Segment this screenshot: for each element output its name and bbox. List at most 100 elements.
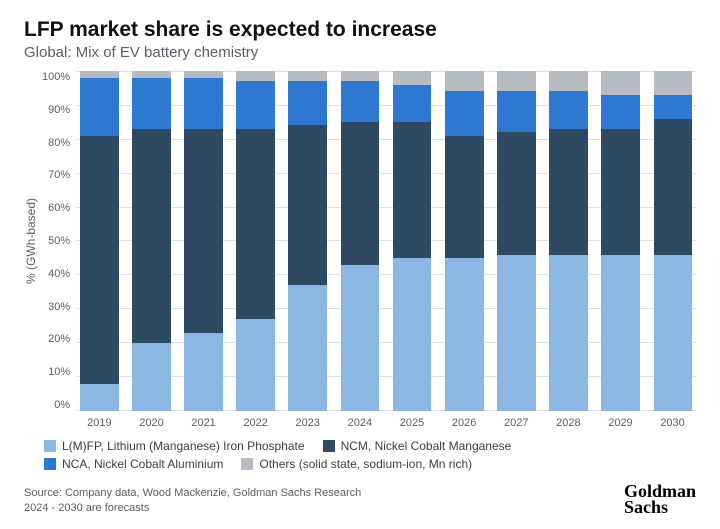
bar-segment: [132, 78, 171, 129]
bar-segment: [654, 71, 693, 95]
y-tick: 30%: [48, 301, 70, 313]
plot: [76, 71, 696, 411]
bar-segment: [236, 129, 275, 319]
bar-segment: [341, 265, 380, 411]
legend-label: Others (solid state, sodium-ion, Mn rich…: [259, 457, 472, 471]
bar-segment: [184, 78, 223, 129]
bars-container: [76, 71, 696, 411]
bar: [132, 71, 171, 411]
legend-swatch: [241, 458, 253, 470]
x-tick: 2026: [445, 417, 484, 429]
bar-segment: [184, 71, 223, 78]
chart-subtitle: Global: Mix of EV battery chemistry: [24, 44, 696, 61]
y-tick: 50%: [48, 235, 70, 247]
bar: [601, 71, 640, 411]
bar-segment: [80, 384, 119, 411]
source-line-2: 2024 - 2030 are forecasts: [24, 501, 361, 515]
bar-segment: [288, 71, 327, 81]
y-tick: 100%: [42, 71, 70, 83]
x-tick: 2025: [393, 417, 432, 429]
y-tick: 10%: [48, 366, 70, 378]
bar-segment: [445, 258, 484, 411]
bar: [288, 71, 327, 411]
x-tick: 2024: [341, 417, 380, 429]
x-tick: 2021: [184, 417, 223, 429]
legend-swatch: [44, 440, 56, 452]
bar-segment: [341, 122, 380, 265]
bar: [236, 71, 275, 411]
bar: [497, 71, 536, 411]
bar-segment: [184, 129, 223, 333]
x-tick: 2019: [80, 417, 119, 429]
bar-segment: [393, 85, 432, 122]
bar-segment: [601, 255, 640, 411]
y-tick: 80%: [48, 137, 70, 149]
y-axis-label: % (GWh-based): [24, 71, 38, 411]
bar-segment: [497, 132, 536, 254]
footer: Source: Company data, Wood Mackenzie, Go…: [24, 483, 696, 515]
x-tick: 2029: [601, 417, 640, 429]
brand-logo: Goldman Sachs: [624, 483, 696, 515]
bar-segment: [132, 343, 171, 411]
bar-segment: [132, 71, 171, 78]
y-tick: 20%: [48, 333, 70, 345]
legend: L(M)FP, Lithium (Manganese) Iron Phospha…: [44, 439, 604, 471]
bar-segment: [654, 119, 693, 255]
logo-line-2: Sachs: [624, 499, 696, 515]
x-tick: 2022: [236, 417, 275, 429]
bar-segment: [393, 71, 432, 85]
y-tick: 0%: [54, 399, 70, 411]
legend-label: NCA, Nickel Cobalt Aluminium: [62, 457, 223, 471]
bar-segment: [288, 285, 327, 411]
bar-segment: [236, 81, 275, 129]
x-axis-labels: 2019202020212022202320242025202620272028…: [76, 417, 696, 429]
bar-segment: [601, 95, 640, 129]
x-tick: 2023: [288, 417, 327, 429]
y-tick: 60%: [48, 202, 70, 214]
legend-item: Others (solid state, sodium-ion, Mn rich…: [241, 457, 472, 471]
bar: [654, 71, 693, 411]
bar-segment: [445, 136, 484, 258]
bar-segment: [393, 122, 432, 258]
bar-segment: [497, 91, 536, 132]
legend-label: L(M)FP, Lithium (Manganese) Iron Phospha…: [62, 439, 305, 453]
legend-swatch: [323, 440, 335, 452]
x-tick: 2020: [132, 417, 171, 429]
y-tick: 70%: [48, 169, 70, 181]
bar-segment: [341, 81, 380, 122]
bar-segment: [80, 78, 119, 136]
chart-area: % (GWh-based) 100%90%80%70%60%50%40%30%2…: [24, 71, 696, 411]
bar-segment: [236, 319, 275, 411]
bar: [393, 71, 432, 411]
bar-segment: [549, 71, 588, 91]
legend-item: NCM, Nickel Cobalt Manganese: [323, 439, 512, 453]
y-tick: 90%: [48, 104, 70, 116]
source-note: Source: Company data, Wood Mackenzie, Go…: [24, 486, 361, 515]
x-tick: 2028: [549, 417, 588, 429]
bar-segment: [497, 255, 536, 411]
bar-segment: [497, 71, 536, 91]
bar-segment: [80, 71, 119, 78]
legend-swatch: [44, 458, 56, 470]
bar: [341, 71, 380, 411]
bar-segment: [393, 258, 432, 411]
y-axis-ticks: 100%90%80%70%60%50%40%30%20%10%0%: [42, 71, 76, 411]
bar: [80, 71, 119, 411]
bar: [549, 71, 588, 411]
legend-label: NCM, Nickel Cobalt Manganese: [341, 439, 512, 453]
bar-segment: [80, 136, 119, 384]
bar-segment: [654, 95, 693, 119]
bar-segment: [549, 255, 588, 411]
legend-item: NCA, Nickel Cobalt Aluminium: [44, 457, 223, 471]
source-line-1: Source: Company data, Wood Mackenzie, Go…: [24, 486, 361, 500]
bar-segment: [184, 333, 223, 411]
bar-segment: [236, 71, 275, 81]
bar-segment: [445, 91, 484, 135]
chart-title: LFP market share is expected to increase: [24, 18, 696, 42]
bar-segment: [288, 125, 327, 285]
bar-segment: [654, 255, 693, 411]
bar-segment: [288, 81, 327, 125]
bar: [445, 71, 484, 411]
bar-segment: [549, 91, 588, 128]
bar-segment: [445, 71, 484, 91]
